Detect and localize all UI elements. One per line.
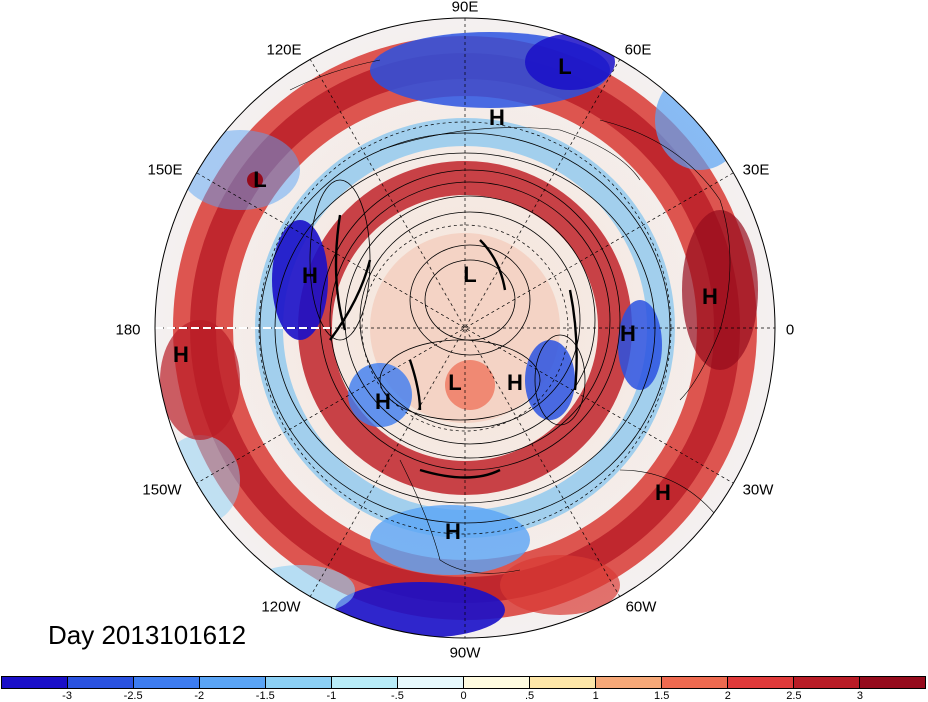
high-marker-5: H xyxy=(702,284,718,309)
colorbar-tick: .5 xyxy=(524,690,535,702)
low-marker-4: L xyxy=(463,262,477,287)
lon-label-120w: 120W xyxy=(261,598,301,616)
day-label: Day 2013101612 xyxy=(48,620,247,650)
lon-label-120e: 120E xyxy=(266,41,302,59)
high-marker-12: H xyxy=(445,519,461,544)
colorbar-tick: -1.5 xyxy=(255,690,275,702)
colorbar-segment-3 xyxy=(200,677,266,688)
low-marker-2: L xyxy=(253,167,267,192)
colorbar-tick: 3 xyxy=(856,690,863,702)
coastlines xyxy=(289,59,731,574)
high-marker-9: H xyxy=(507,370,523,395)
map-border xyxy=(154,17,776,639)
colorbar-tick: -2 xyxy=(194,690,205,702)
colorbar-tick: 0 xyxy=(460,690,467,702)
high-marker-11: H xyxy=(655,480,671,505)
colorbar-segment-11 xyxy=(728,677,794,688)
lon-label-60w: 60W xyxy=(625,598,657,616)
lon-label-30e: 30E xyxy=(742,161,770,179)
lon-label-150w: 150W xyxy=(142,481,182,499)
colorbar-segment-6 xyxy=(398,677,464,688)
colorbar-tick: -1 xyxy=(326,690,337,702)
colorbar-tick: -2.5 xyxy=(123,690,143,702)
colorbar-segment-4 xyxy=(266,677,332,688)
low-marker-0: L xyxy=(558,54,572,79)
colorbar xyxy=(1,676,926,689)
colorbar-segment-0 xyxy=(2,677,68,688)
colorbar-segment-1 xyxy=(68,677,134,688)
colorbar-segment-10 xyxy=(662,677,728,688)
high-marker-3: H xyxy=(302,263,318,288)
lon-label-150e: 150E xyxy=(147,161,183,179)
jet-streaks xyxy=(329,214,578,479)
colorbar-segment-2 xyxy=(134,677,200,688)
lon-label-0: 0 xyxy=(785,321,795,339)
lon-label-60e: 60E xyxy=(624,41,652,59)
lon-label-90e: 90E xyxy=(451,0,479,16)
colorbar-segment-13 xyxy=(860,677,925,688)
colorbar-tick: -.5 xyxy=(391,690,404,702)
high-marker-10: H xyxy=(375,389,391,414)
colorbar-segment-8 xyxy=(530,677,596,688)
high-marker-6: H xyxy=(620,321,636,346)
colorbar-tick: -3 xyxy=(62,690,72,702)
colorbar-segment-7 xyxy=(464,677,530,688)
colorbar-segment-5 xyxy=(332,677,398,688)
colorbar-segment-12 xyxy=(794,677,860,688)
lon-label-180: 180 xyxy=(115,321,141,339)
low-marker-8: L xyxy=(448,370,462,395)
colorbar-tick: 1 xyxy=(592,690,599,702)
colorbar-segment-9 xyxy=(596,677,662,688)
colorbar-tick: 2.5 xyxy=(786,690,802,702)
colorbar-tick: 1.5 xyxy=(654,690,670,702)
lon-label-30w: 30W xyxy=(742,481,774,499)
colorbar-tick: 2 xyxy=(724,690,731,702)
high-marker-7: H xyxy=(173,342,189,367)
lon-label-90w: 90W xyxy=(449,644,481,662)
high-marker-1: H xyxy=(489,105,505,130)
